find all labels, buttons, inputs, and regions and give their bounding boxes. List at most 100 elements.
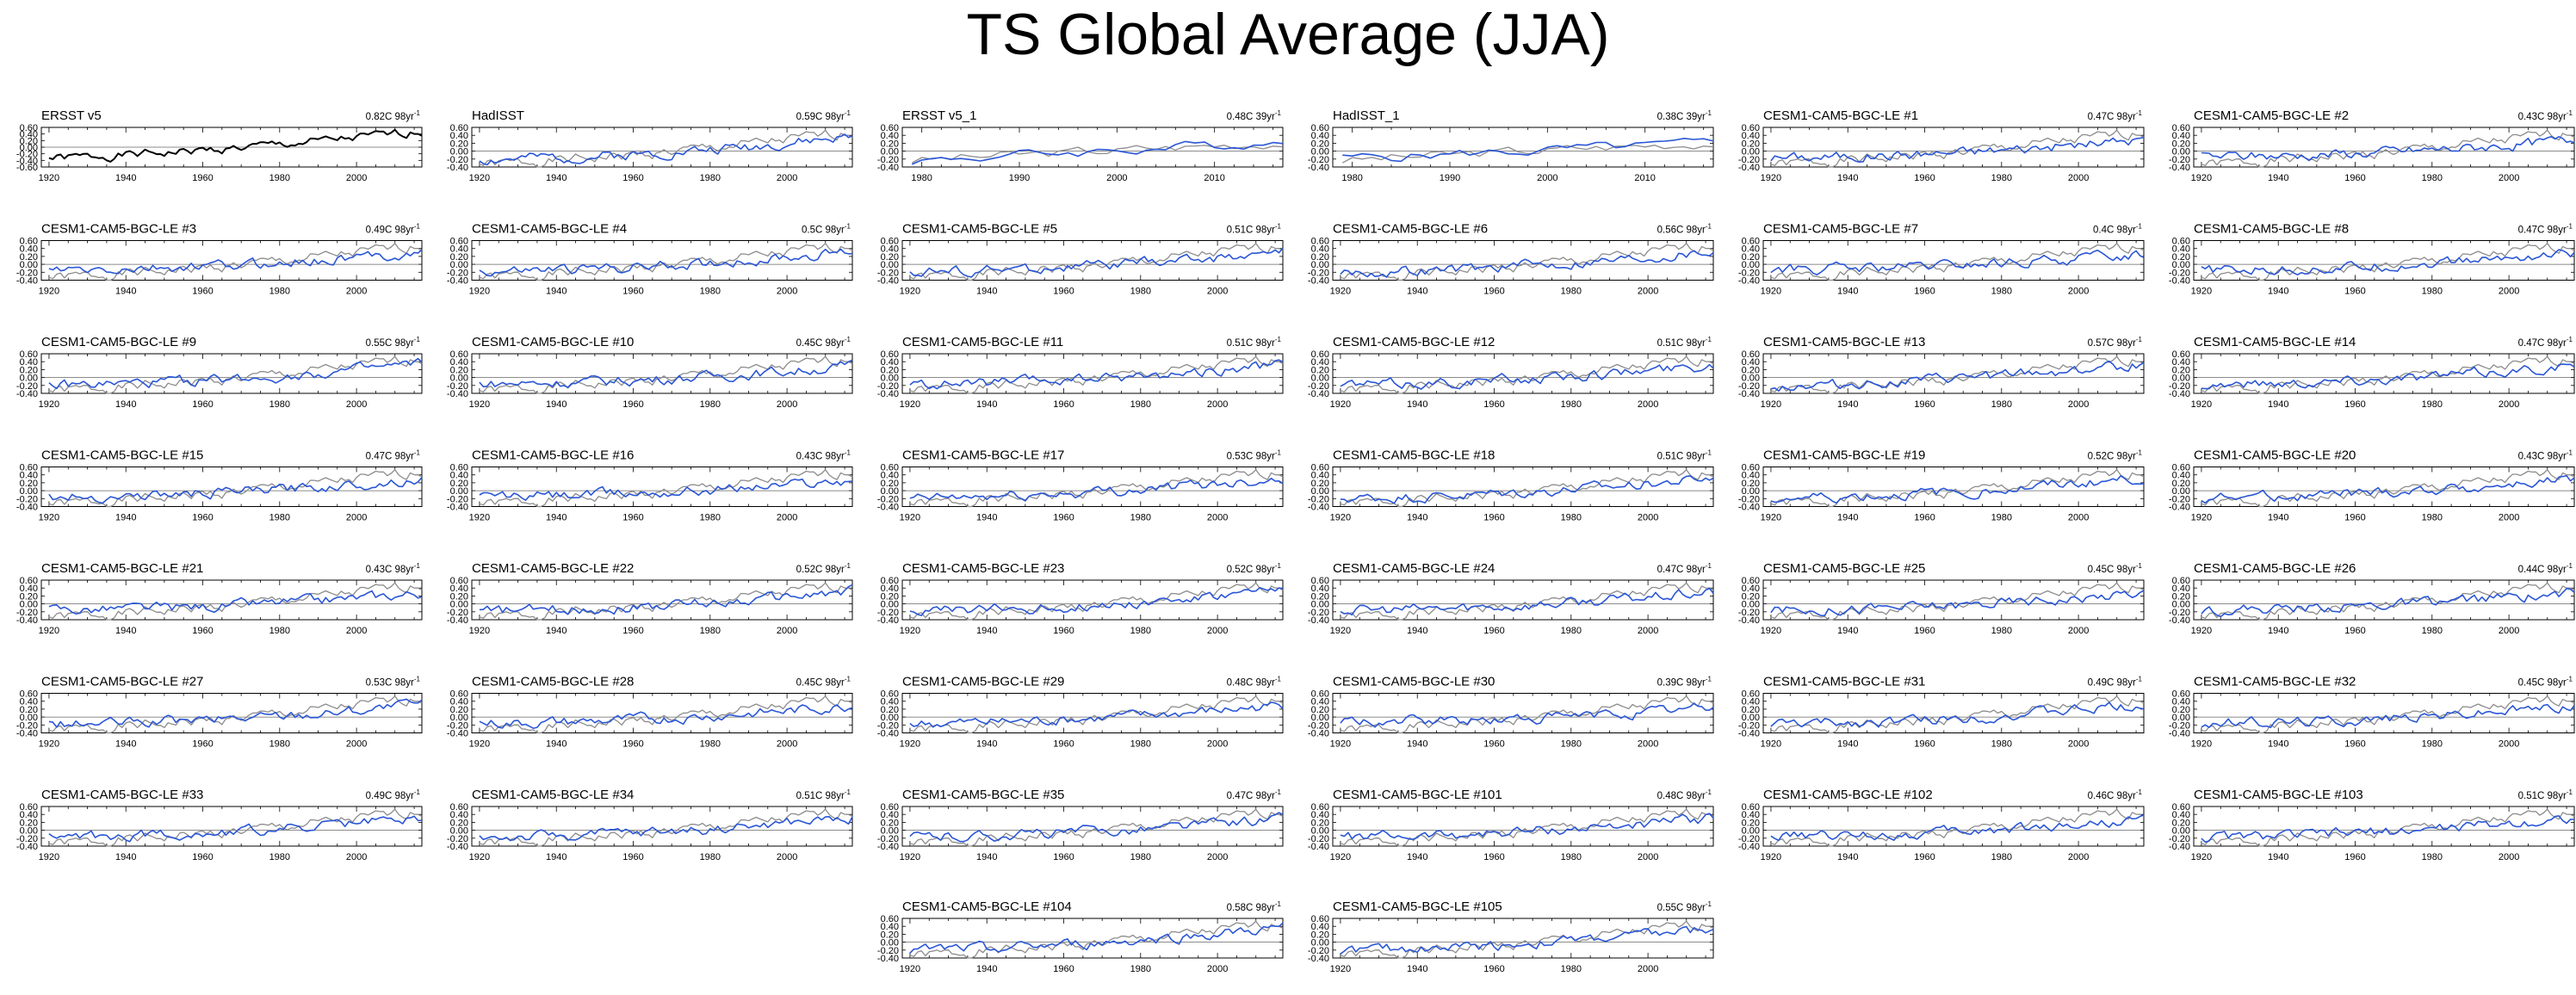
x-tick-label: 1960 — [1483, 399, 1504, 410]
y-tick-label: 0.60 — [2172, 237, 2190, 247]
panel-23: CESM1-CAM5-BGC-LE #19 0.52C 98yr-1 -0.40-0… — [1738, 448, 2145, 523]
trend-label: 0.53C 98yr-1 — [1227, 449, 1282, 462]
model-series-line — [1770, 813, 2145, 842]
panel-title: CESM1-CAM5-BGC-LE #32 — [2194, 675, 2356, 689]
panel-14: CESM1-CAM5-BGC-LE #10 0.45C 98yr-1 -0.40-0… — [447, 335, 853, 410]
x-tick-label: 1980 — [1130, 399, 1151, 410]
trend-label: 0.48C 98yr-1 — [1657, 788, 1712, 801]
x-tick-label: 1920 — [39, 399, 59, 410]
y-tick-label: -0.20 — [877, 834, 899, 844]
x-tick-label: 1940 — [2268, 513, 2288, 523]
x-tick-label: 1920 — [2191, 739, 2212, 750]
x-tick-label: 1960 — [1914, 739, 1935, 750]
observation-series-line — [909, 355, 1284, 394]
x-tick-label: 1960 — [1483, 626, 1504, 636]
y-tick-label: 0.00 — [1311, 826, 1329, 837]
x-tick-label: 1920 — [469, 287, 490, 297]
y-tick-label: 0.20 — [450, 252, 468, 263]
x-tick-label: 1940 — [115, 513, 136, 523]
panel-title: CESM1-CAM5-BGC-LE #31 — [1763, 675, 1925, 689]
observation-series-line — [1770, 243, 2145, 281]
y-tick-label: -0.20 — [1738, 834, 1760, 844]
model-series-line — [479, 584, 853, 615]
x-tick-label: 2000 — [1207, 626, 1228, 636]
x-tick-label: 1980 — [1130, 739, 1151, 750]
trend-label: 0.56C 98yr-1 — [1657, 223, 1712, 236]
panel-title: CESM1-CAM5-BGC-LE #17 — [902, 448, 1064, 463]
y-tick-label: -0.20 — [447, 494, 468, 504]
panel-36: CESM1-CAM5-BGC-LE #32 0.45C 98yr-1 -0.40-0… — [2169, 675, 2575, 750]
panel-20: CESM1-CAM5-BGC-LE #16 0.43C 98yr-1 -0.40-0… — [447, 448, 853, 523]
x-tick-label: 1960 — [1914, 173, 1935, 183]
y-tick-label: -0.20 — [1738, 268, 1760, 278]
trend-label: 0.49C 98yr-1 — [366, 788, 421, 801]
y-tick-label: 0.60 — [1311, 123, 1329, 133]
x-tick-label: 1960 — [1053, 626, 1074, 636]
y-tick-label: -0.20 — [1738, 608, 1760, 618]
trend-label: 0.46C 98yr-1 — [2088, 788, 2143, 801]
x-tick-label: 1920 — [2191, 287, 2212, 297]
panel-43: CESM1-CAM5-BGC-LE #104 0.58C 98yr-1 -0.40-… — [877, 899, 1284, 974]
y-tick-label: 0.00 — [20, 143, 38, 153]
y-tick-label: 0.20 — [20, 252, 38, 263]
x-tick-label: 2000 — [1207, 964, 1228, 974]
y-tick-label: 0.40 — [1311, 357, 1329, 368]
plot-frame — [1332, 918, 1714, 959]
y-tick-label: -0.20 — [16, 720, 38, 731]
trend-label: 0.52C 98yr-1 — [2088, 449, 2143, 462]
y-tick-label: 0.20 — [20, 818, 38, 828]
x-tick-label: 2000 — [2499, 852, 2519, 862]
trend-label: 0.4C 98yr-1 — [2093, 223, 2143, 236]
x-tick-label: 1980 — [1561, 513, 1582, 523]
y-tick-label: 0.00 — [1311, 713, 1329, 723]
panel-21: CESM1-CAM5-BGC-LE #17 0.53C 98yr-1 -0.40-0… — [877, 448, 1284, 523]
y-tick-label: -0.40 — [1308, 389, 1329, 399]
y-tick-label: 0.60 — [881, 237, 899, 247]
y-tick-label: 0.20 — [881, 591, 899, 602]
plot-frame — [1762, 467, 2145, 507]
y-tick-label: 0.40 — [1311, 697, 1329, 708]
observation-series-line — [48, 128, 423, 163]
x-tick-label: 1920 — [1330, 626, 1351, 636]
x-tick-label: 2000 — [777, 287, 797, 297]
plot-frame — [901, 918, 1284, 959]
y-tick-label: -0.40 — [877, 842, 899, 852]
plot-frame — [471, 127, 853, 168]
x-tick-label: 1980 — [1991, 173, 2012, 183]
x-tick-label: 2000 — [346, 513, 367, 523]
y-tick-label: 0.60 — [2172, 576, 2190, 586]
y-tick-label: -0.40 — [877, 615, 899, 626]
panel-title: CESM1-CAM5-BGC-LE #28 — [472, 675, 634, 689]
x-tick-label: 1940 — [2268, 399, 2288, 410]
x-tick-label: 2000 — [2068, 739, 2089, 750]
plot-frame — [1332, 127, 1714, 168]
x-tick-label: 1940 — [976, 739, 997, 750]
x-tick-label: 1920 — [900, 399, 920, 410]
x-tick-label: 1940 — [115, 852, 136, 862]
y-tick-label: 0.40 — [20, 810, 38, 820]
y-tick-label: -0.20 — [877, 381, 899, 392]
y-tick-label: 0.40 — [1311, 922, 1329, 932]
x-tick-label: 2000 — [1638, 626, 1658, 636]
plot-frame — [40, 353, 423, 394]
y-tick-label: 0.00 — [2172, 600, 2190, 610]
panel-25: CESM1-CAM5-BGC-LE #21 0.43C 98yr-1 -0.40-0… — [16, 561, 423, 636]
y-tick-label: -0.20 — [1308, 834, 1329, 844]
x-tick-label: 1980 — [2422, 287, 2443, 297]
x-tick-label: 2000 — [2068, 173, 2089, 183]
x-tick-label: 1960 — [1483, 852, 1504, 862]
x-tick-label: 1940 — [546, 287, 567, 297]
y-tick-label: 0.60 — [1311, 463, 1329, 473]
y-tick-label: 0.40 — [1742, 584, 1760, 594]
model-series-line — [48, 477, 423, 504]
trend-label: 0.82C 98yr-1 — [366, 109, 421, 122]
x-tick-label: 1940 — [1837, 513, 1858, 523]
y-tick-label: 0.20 — [450, 139, 468, 149]
model-series-line — [1770, 475, 2145, 504]
x-tick-label: 1940 — [2268, 626, 2288, 636]
x-tick-label: 1920 — [900, 287, 920, 297]
panel-29: CESM1-CAM5-BGC-LE #25 0.45C 98yr-1 -0.40-0… — [1738, 561, 2145, 636]
x-tick-label: 2000 — [1207, 513, 1228, 523]
plot-frame — [1332, 353, 1714, 394]
x-tick-label: 1980 — [2422, 739, 2443, 750]
